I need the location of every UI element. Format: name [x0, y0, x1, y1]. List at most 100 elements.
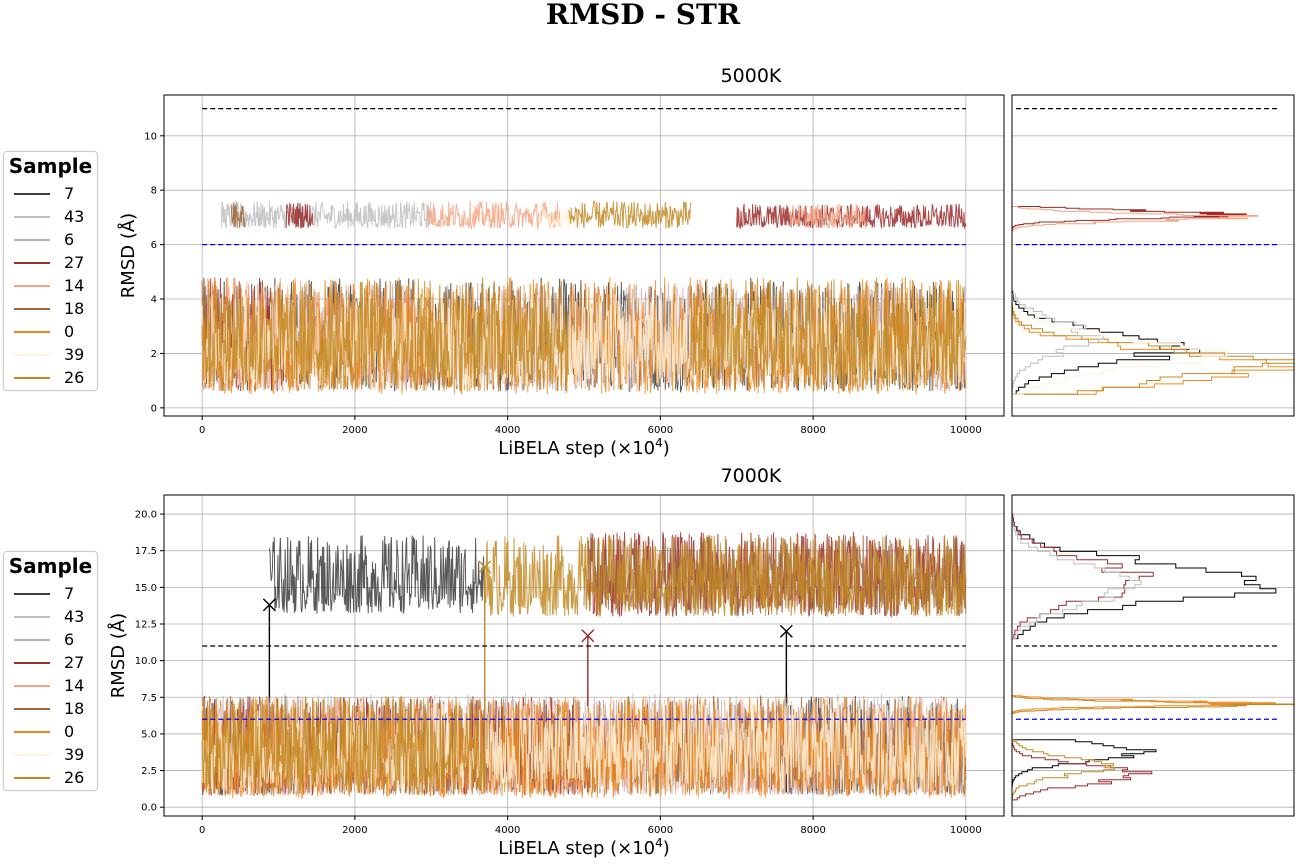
histogram-27 — [1012, 513, 1154, 640]
y-tick-label: 17.5 — [135, 546, 157, 557]
y-tick-label: 8 — [151, 186, 157, 197]
trace-26 — [484, 534, 967, 617]
legend-swatch — [14, 376, 50, 379]
x-tick-label: 8000 — [800, 425, 825, 436]
main-axes-frame — [163, 94, 1005, 417]
hist-axes-frame — [1011, 494, 1295, 817]
legend-entry-26: 26 — [4, 366, 97, 389]
trace-18 — [230, 202, 246, 229]
histogram-43 — [1012, 513, 1142, 640]
legend-title: Sample — [8, 554, 93, 578]
legend-swatch — [14, 707, 50, 710]
trace-18 — [583, 534, 967, 617]
x-axis-label: LiBELA step (×104) — [498, 436, 670, 459]
legend-entry-14: 14 — [4, 674, 97, 697]
legend-title: Sample — [8, 154, 93, 178]
x-tick-label: 0 — [199, 425, 205, 436]
legend-label: 18 — [64, 699, 85, 718]
legend-entry-39: 39 — [4, 743, 97, 766]
legend-swatch — [14, 661, 50, 664]
legend-entry-7: 7 — [4, 582, 97, 605]
x-tick-label: 8000 — [800, 825, 825, 836]
histogram-0 — [1012, 695, 1276, 714]
trace-26 — [568, 200, 692, 229]
legend-label: 7 — [64, 584, 75, 603]
x-axis-label: LiBELA step (×104) — [498, 836, 670, 859]
legend-swatch — [14, 238, 50, 241]
histogram-26 — [1012, 695, 1294, 714]
histograms — [1012, 206, 1294, 395]
y-axis-label: RMSD (Å) — [107, 613, 129, 698]
legend-swatch — [14, 776, 50, 779]
panel-7000k: 0 2000 4000 6000 8000 10000 0.0 2.5 5.0 7.5 10.0 12… — [107, 465, 1295, 859]
panel-5000k: 0 2000 4000 6000 8000 10000 0 2 4 6 8 10 5000K LiBELA… — [117, 65, 1295, 459]
histogram-43 — [1012, 290, 1104, 395]
x-tick-label: 6000 — [648, 825, 673, 836]
legend-label: 26 — [64, 768, 85, 787]
series-26 — [201, 200, 967, 392]
legend-label: 7 — [64, 184, 75, 203]
x-tick-label: 2000 — [342, 425, 367, 436]
y-tick-label: 6 — [151, 240, 157, 251]
legend-swatch — [14, 215, 50, 218]
trace-26 — [201, 695, 486, 796]
y-tick-label: 12.5 — [135, 619, 157, 630]
legend-entry-43: 43 — [4, 205, 97, 228]
legend-entry-14: 14 — [4, 274, 97, 297]
y-tick-label: 4 — [151, 295, 157, 306]
y-tick-label: 0 — [151, 403, 157, 414]
legend-label: 27 — [64, 653, 85, 672]
x-tick-label: 0 — [199, 825, 205, 836]
legend-label: 0 — [64, 722, 75, 741]
trace-7 — [268, 535, 486, 614]
legend-label: 6 — [64, 630, 75, 649]
hist-axes-frame — [1011, 94, 1295, 417]
x-tick-label: 10000 — [950, 825, 982, 836]
legend-5000k: Sample 7 43 6 27 14 18 0 39 26 — [3, 151, 98, 391]
histogram-7 — [1012, 739, 1157, 800]
legend-label: 6 — [64, 230, 75, 249]
legend-entry-18: 18 — [4, 297, 97, 320]
y-axis-label: RMSD (Å) — [117, 213, 139, 298]
transition-marker-26 — [478, 560, 492, 793]
y-tick-label: 15.0 — [135, 583, 157, 594]
legend-label: 39 — [64, 345, 85, 364]
legend-entry-27: 27 — [4, 651, 97, 674]
legend-entry-18: 18 — [4, 697, 97, 720]
legend-swatch — [14, 192, 50, 195]
trace-26 — [201, 277, 570, 392]
figure-title: RMSD - STR — [546, 0, 741, 31]
legend-entry-26: 26 — [4, 766, 97, 789]
legend-entry-0: 0 — [4, 320, 97, 343]
x-tick-label: 4000 — [495, 825, 520, 836]
traces — [201, 532, 967, 799]
legend-swatch — [14, 753, 50, 756]
legend-label: 39 — [64, 745, 85, 764]
legend-label: 0 — [64, 322, 75, 341]
legend-label: 26 — [64, 368, 85, 387]
series-26 — [201, 534, 967, 796]
histogram-26 — [1012, 739, 1115, 801]
legend-label: 43 — [64, 207, 85, 226]
legend-entry-6: 6 — [4, 628, 97, 651]
legend-7000k: Sample 7 43 6 27 14 18 0 39 26 — [3, 551, 98, 791]
x-tick-label: 4000 — [495, 425, 520, 436]
legend-swatch — [14, 730, 50, 733]
histograms — [1012, 513, 1294, 801]
histogram-26 — [1012, 290, 1294, 395]
y-tick-label: 20.0 — [135, 510, 157, 521]
legend-swatch — [14, 330, 50, 333]
trace-43 — [220, 199, 432, 230]
histogram-39 — [1012, 290, 1228, 395]
y-tick-label: 5.0 — [141, 729, 157, 740]
panel-title: 5000K — [721, 65, 782, 87]
legend-swatch — [14, 638, 50, 641]
trace-27 — [285, 202, 314, 229]
legend-label: 14 — [64, 676, 85, 695]
y-tick-label: 7.5 — [141, 693, 157, 704]
legend-entry-0: 0 — [4, 720, 97, 743]
legend-swatch — [14, 284, 50, 287]
histogram-27 — [1012, 739, 1153, 801]
legend-swatch — [14, 592, 50, 595]
legend-label: 27 — [64, 253, 85, 272]
